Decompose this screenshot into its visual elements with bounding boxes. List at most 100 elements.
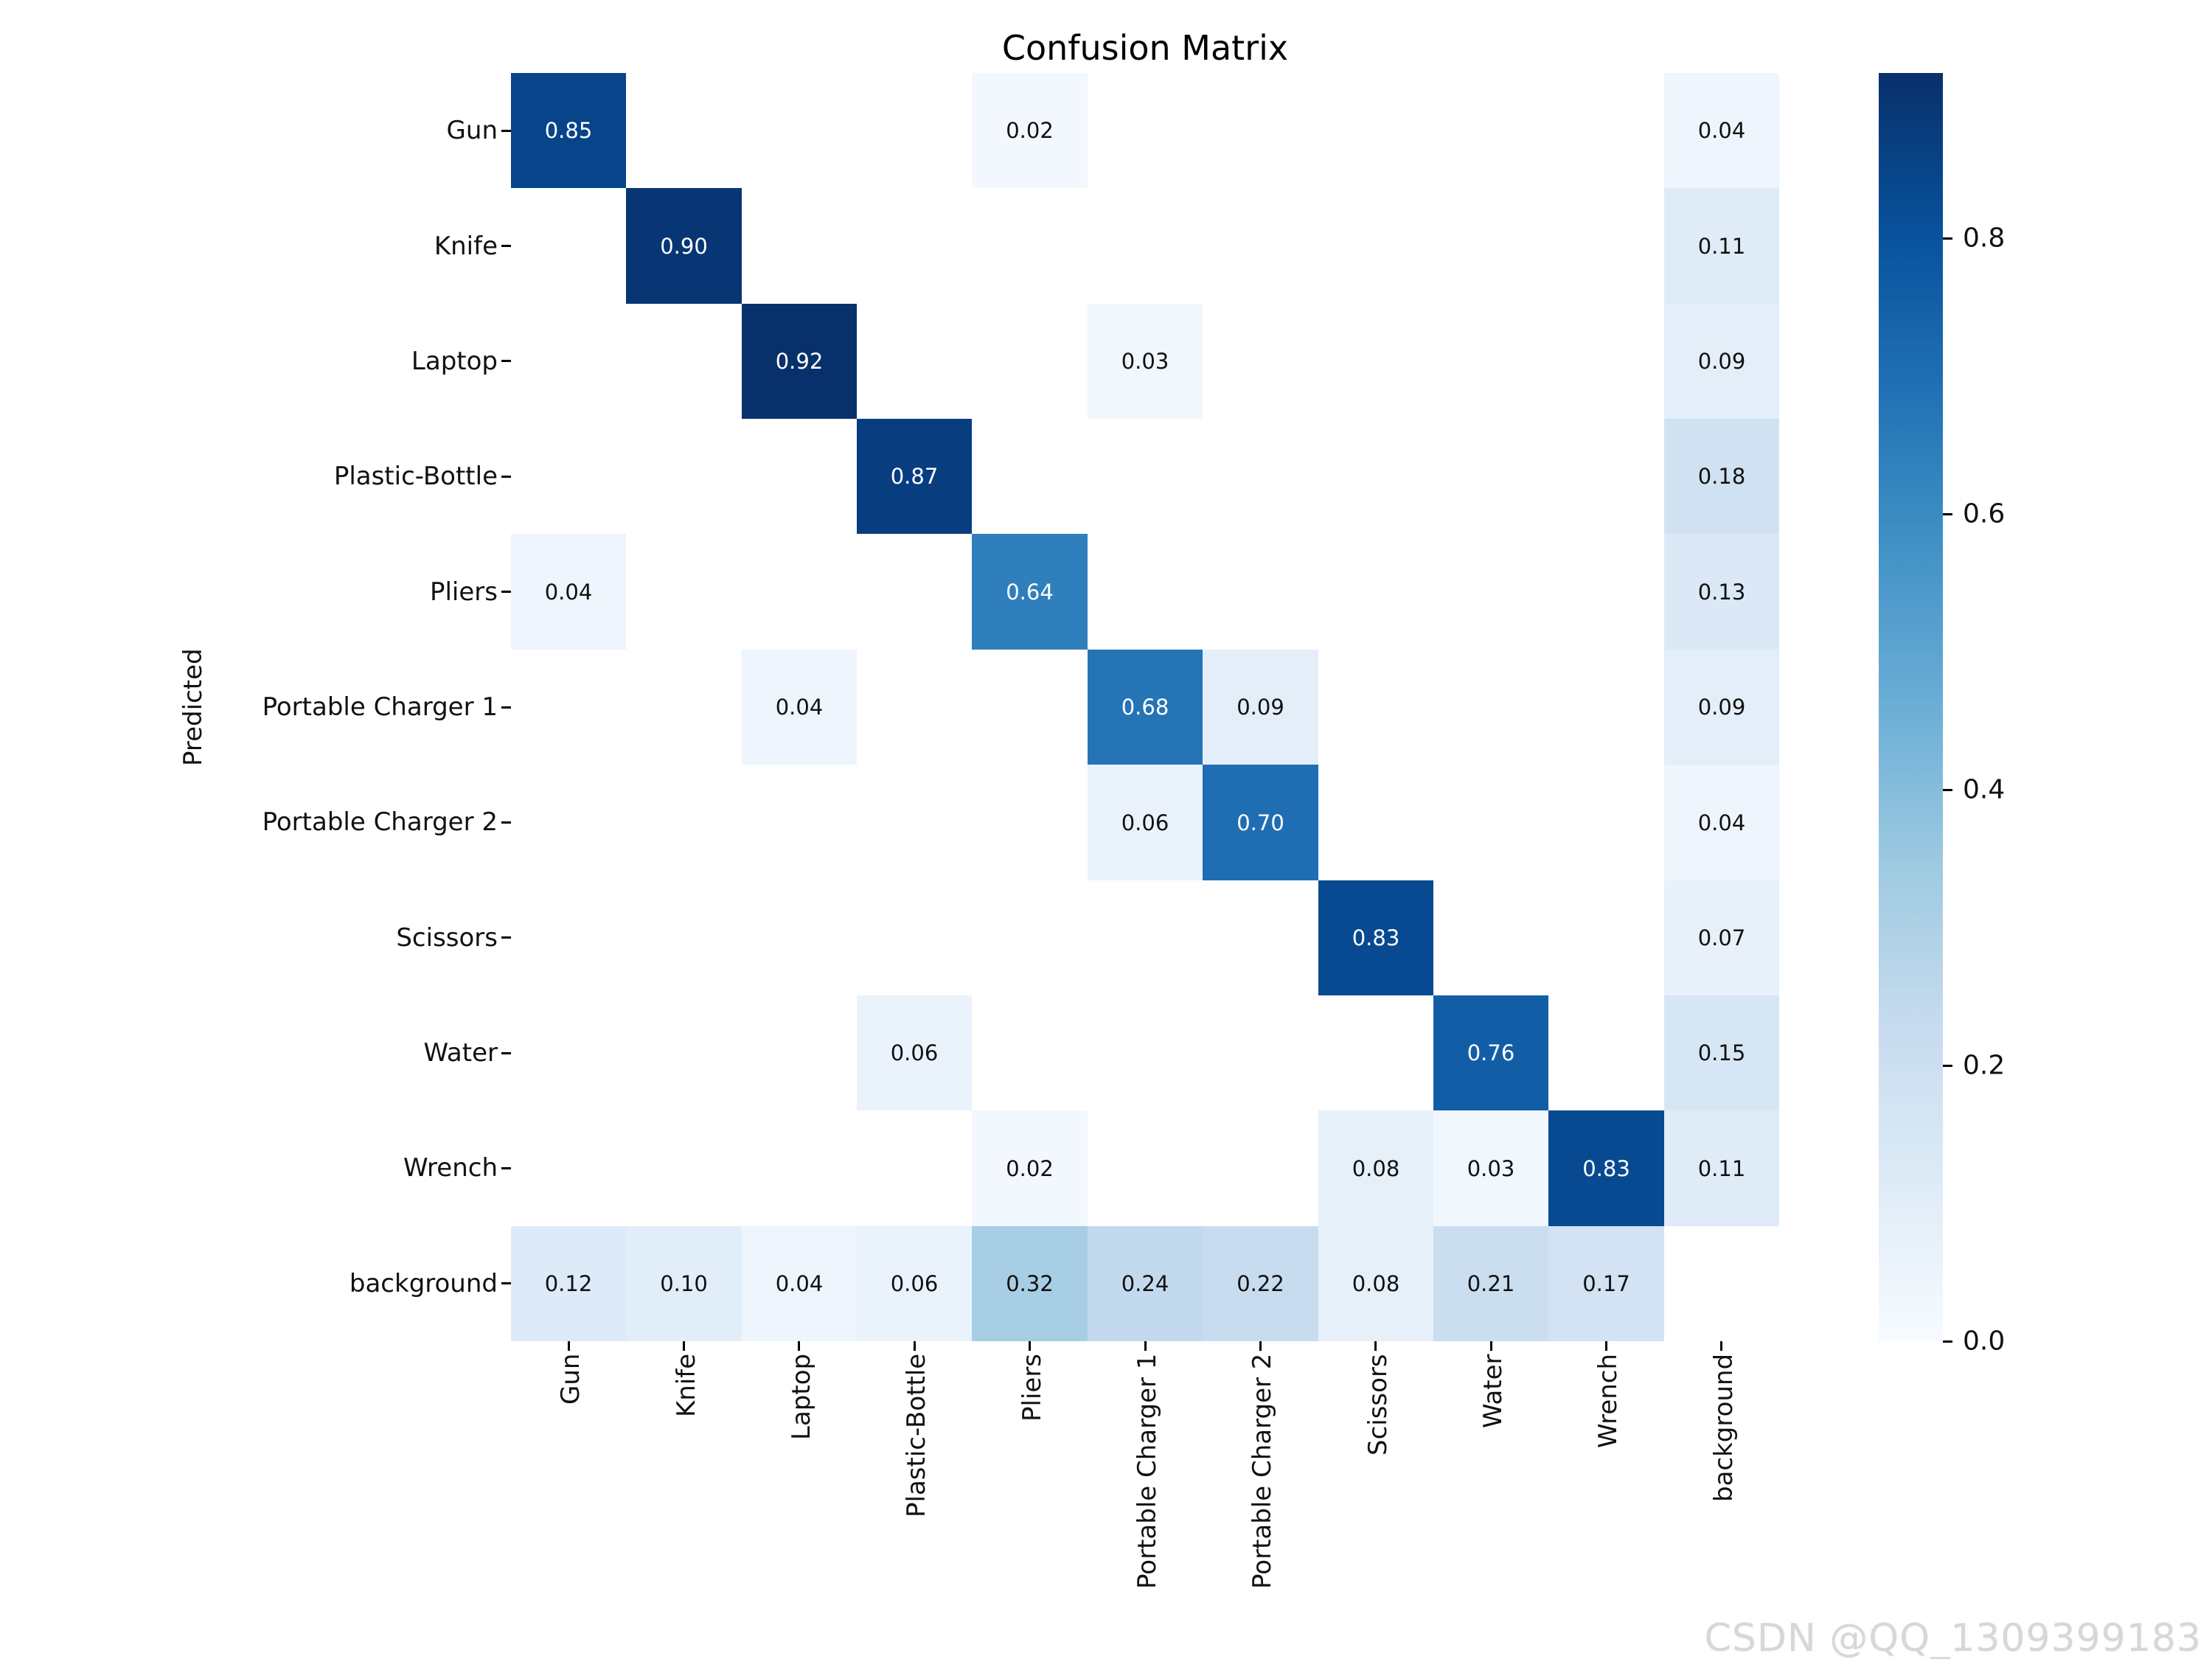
heatmap-cell: [857, 188, 972, 304]
cell-value: 0.24: [1121, 1271, 1169, 1296]
heatmap-cell: [1433, 650, 1548, 765]
cell-value: 0.06: [890, 1040, 939, 1065]
y-tick-label: Scissors: [396, 922, 498, 953]
x-tick-mark: [1144, 1341, 1147, 1351]
x-tick-label: Wrench: [1593, 1354, 1624, 1449]
y-tick-mark: [501, 475, 511, 478]
y-tick-label: Wrench: [403, 1153, 498, 1183]
cell-value: 0.85: [544, 118, 593, 143]
x-tick-mark: [683, 1341, 686, 1351]
cell-value: 0.70: [1237, 810, 1284, 835]
y-tick-mark: [501, 936, 511, 939]
cell-value: 0.09: [1697, 349, 1746, 374]
heatmap-cell: 0.02: [972, 1110, 1088, 1226]
heatmap-cell: 0.04: [511, 534, 626, 650]
cell-value: 0.08: [1352, 1271, 1400, 1296]
heatmap-cell: [1318, 188, 1433, 304]
heatmap-cell: [857, 650, 972, 765]
heatmap-cell: [626, 880, 742, 995]
heatmap-cell: [511, 880, 626, 995]
heatmap-cell: [1088, 188, 1203, 304]
heatmap-cell: 0.68: [1088, 650, 1203, 765]
cell-value: 0.22: [1237, 1271, 1284, 1296]
cell-value: 0.21: [1467, 1271, 1515, 1296]
x-tick-label: Plastic-Bottle: [902, 1354, 932, 1518]
heatmap-cell: 0.92: [742, 304, 857, 419]
heatmap-cell: [626, 73, 742, 188]
heatmap-cell: [1088, 1110, 1203, 1226]
cell-value: 0.87: [890, 464, 939, 489]
heatmap-cell: 0.11: [1664, 188, 1779, 304]
heatmap-cell: 0.03: [1088, 304, 1203, 419]
heatmap-cell: 0.18: [1664, 419, 1779, 534]
heatmap-cell: 0.21: [1433, 1226, 1548, 1341]
colorbar-tick-mark: [1943, 788, 1952, 791]
cell-value: 0.76: [1467, 1040, 1515, 1065]
x-tick-label: Gun: [556, 1354, 586, 1405]
cell-value: 0.04: [775, 1271, 824, 1296]
heatmap-cell: [1664, 1226, 1779, 1341]
heatmap-cell: 0.03: [1433, 1110, 1548, 1226]
heatmap-cell: 0.76: [1433, 995, 1548, 1110]
heatmap-cell: [511, 995, 626, 1110]
cell-value: 0.11: [1697, 1155, 1746, 1181]
heatmap-cell: 0.90: [626, 188, 742, 304]
y-tick-mark: [501, 1282, 511, 1285]
heatmap-cell: [972, 419, 1088, 534]
heatmap-cell: [1203, 534, 1318, 650]
y-tick-label: background: [349, 1268, 498, 1298]
colorbar-tick-label: 0.0: [1963, 1326, 2006, 1357]
cell-value: 0.83: [1352, 925, 1400, 950]
heatmap-cell: 0.85: [511, 73, 626, 188]
heatmap-cell: 0.64: [972, 534, 1088, 650]
heatmap-cell: [1433, 880, 1548, 995]
y-tick-label: Portable Charger 1: [262, 692, 498, 722]
cell-value: 0.90: [660, 233, 708, 259]
heatmap-cell: 0.83: [1318, 880, 1433, 995]
heatmap-cell: 0.83: [1548, 1110, 1664, 1226]
y-axis-label: Predicted: [178, 648, 208, 766]
heatmap-cell: [626, 995, 742, 1110]
y-tick-label: Portable Charger 2: [262, 807, 498, 838]
cell-value: 0.02: [1006, 1155, 1054, 1181]
heatmap-cell: [1203, 419, 1318, 534]
heatmap-cell: 0.13: [1664, 534, 1779, 650]
heatmap-cell: 0.06: [1088, 765, 1203, 880]
x-tick-mark: [913, 1341, 916, 1351]
chart-title: Confusion Matrix: [1001, 28, 1289, 68]
heatmap-cell: [626, 1110, 742, 1226]
heatmap-cell: [1203, 188, 1318, 304]
heatmap-cell: [742, 188, 857, 304]
heatmap-cell: [1433, 534, 1548, 650]
heatmap-cell: [511, 304, 626, 419]
x-tick-mark: [1720, 1341, 1723, 1351]
heatmap-cell: [1548, 650, 1664, 765]
y-tick-label: Knife: [434, 231, 498, 261]
x-tick-label: Pliers: [1017, 1354, 1047, 1422]
heatmap-cell: [1088, 995, 1203, 1110]
x-tick-mark: [1604, 1341, 1607, 1351]
heatmap-cell: [626, 534, 742, 650]
heatmap: 0.85 0.02 0.04 0.90 0.11 0.92 0.03 0.09 0.87 0.18…: [511, 73, 1779, 1341]
x-tick-label: Knife: [671, 1354, 701, 1418]
heatmap-cell: [626, 650, 742, 765]
heatmap-cell: 0.06: [857, 995, 972, 1110]
heatmap-cell: [1433, 419, 1548, 534]
heatmap-cell: [1318, 650, 1433, 765]
cell-value: 0.09: [1237, 695, 1284, 720]
cell-value: 0.03: [1121, 349, 1169, 374]
heatmap-cell: [511, 765, 626, 880]
heatmap-cell: 0.87: [857, 419, 972, 534]
cell-value: 0.06: [1121, 810, 1169, 835]
cell-value: 0.83: [1582, 1155, 1630, 1181]
heatmap-cell: [626, 304, 742, 419]
cell-value: 0.04: [775, 695, 824, 720]
colorbar-tick-mark: [1943, 1064, 1952, 1067]
heatmap-cell: 0.22: [1203, 1226, 1318, 1341]
heatmap-cell: [742, 765, 857, 880]
heatmap-cell: [1088, 534, 1203, 650]
heatmap-cell: [1548, 73, 1664, 188]
heatmap-cell: 0.17: [1548, 1226, 1664, 1341]
heatmap-cell: 0.24: [1088, 1226, 1203, 1341]
heatmap-cell: [742, 534, 857, 650]
